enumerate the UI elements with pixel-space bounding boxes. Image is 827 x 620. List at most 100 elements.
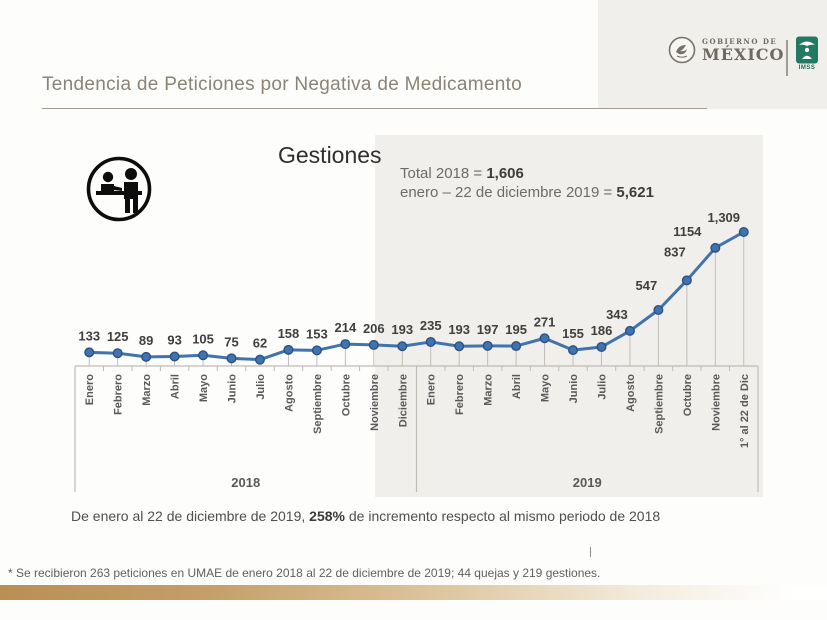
data-label: 1,309 <box>707 210 740 225</box>
imss-wordmark: IMSS <box>798 65 816 71</box>
month-label: Noviembre <box>369 374 381 431</box>
data-point <box>397 341 408 352</box>
data-point <box>482 340 493 351</box>
slide-title: Tendencia de Peticiones por Negativa de … <box>42 74 523 95</box>
statement-part2: de incremento respecto al mismo periodo … <box>344 508 661 524</box>
data-point <box>539 333 550 344</box>
month-label: Abril <box>170 374 182 399</box>
data-label: 343 <box>606 307 628 322</box>
month-label: Octubre <box>340 374 352 416</box>
month-label: Agosto <box>625 374 637 412</box>
data-label: 193 <box>391 322 413 337</box>
chart-totals: Total 2018 = 1,606 enero – 22 de diciemb… <box>400 164 654 202</box>
data-point <box>112 348 123 359</box>
data-label: 75 <box>224 334 238 349</box>
month-label: Mayo <box>540 374 552 402</box>
series-line <box>87 230 746 362</box>
data-point <box>710 242 721 253</box>
month-label: Octubre <box>682 374 694 416</box>
data-point <box>311 345 322 356</box>
month-label: Marzo <box>141 374 153 406</box>
month-label: Septiembre <box>653 374 665 434</box>
data-point <box>340 339 351 350</box>
gobierno-de-text: GOBIERNO DE <box>702 36 778 46</box>
gobierno-de-mexico-wordmark: GOBIERNO DE MÉXICO <box>702 38 784 63</box>
total-2018-value: 1,606 <box>486 165 524 182</box>
data-label: 271 <box>534 314 556 329</box>
data-point <box>254 354 265 365</box>
total-2019: enero – 22 de diciembre 2019 = 5,621 <box>400 183 654 202</box>
service-desk-icon <box>85 153 153 230</box>
month-label: Marzo <box>483 374 495 406</box>
month-label: Julio <box>255 374 267 400</box>
logo-divider <box>786 40 788 76</box>
imss-logo: IMSS <box>794 36 820 71</box>
month-label: Enero <box>426 374 438 405</box>
data-label: 197 <box>477 322 499 337</box>
data-point <box>198 350 209 361</box>
mexico-text: MÉXICO <box>702 44 785 64</box>
month-label: Agosto <box>283 374 295 412</box>
data-point <box>738 226 749 237</box>
data-point <box>624 325 635 336</box>
chart-title: Gestiones <box>278 142 382 168</box>
data-label: 158 <box>278 326 300 341</box>
year-label: 2018 <box>231 475 260 490</box>
year-label: 2019 <box>573 475 602 490</box>
data-point <box>141 351 152 362</box>
increase-statement: De enero al 22 de diciembre de 2019, 258… <box>71 508 660 524</box>
month-label: Diciembre <box>397 374 409 427</box>
statement-part1: De enero al 22 de diciembre de 2019, <box>71 508 310 524</box>
data-point <box>84 347 95 358</box>
data-point <box>653 305 664 316</box>
data-label: 105 <box>192 331 214 346</box>
month-label: Septiembre <box>312 374 324 434</box>
month-label: Junio <box>568 374 580 404</box>
data-label: 547 <box>636 278 658 293</box>
data-point <box>283 344 294 355</box>
data-label: 153 <box>306 326 328 341</box>
month-label: Enero <box>84 374 96 405</box>
data-point <box>511 341 522 352</box>
total-2018-label: Total 2018 = <box>400 165 487 182</box>
data-label: 89 <box>139 333 153 348</box>
footnote: * Se recibieron 263 peticiones en UMAE d… <box>8 566 601 580</box>
total-2019-label: enero – 22 de diciembre 2019 = <box>400 184 617 201</box>
month-label: 1° al 22 de Dic <box>739 374 751 448</box>
title-underline <box>42 108 707 109</box>
header-background-panel <box>598 0 827 109</box>
month-label: Noviembre <box>710 374 722 431</box>
data-label: 193 <box>448 322 470 337</box>
month-label: Febrero <box>113 374 125 415</box>
data-point <box>454 341 465 352</box>
data-point <box>226 353 237 364</box>
total-2018: Total 2018 = 1,606 <box>400 164 654 183</box>
data-point <box>368 339 379 350</box>
chart-highlight-panel <box>375 135 763 497</box>
month-label: Mayo <box>198 374 210 402</box>
imss-eagle-icon <box>796 36 818 64</box>
service-desk-pictogram <box>86 156 152 222</box>
data-label: 155 <box>562 326 584 341</box>
text-cursor-mark <box>590 547 591 557</box>
data-label: 93 <box>167 332 181 347</box>
mexico-seal-icon <box>668 36 696 64</box>
data-label: 186 <box>591 323 613 338</box>
month-label: Julio <box>596 374 608 400</box>
gobierno-de-mexico-logo: GOBIERNO DE MÉXICO <box>668 36 784 64</box>
month-label: Junio <box>227 374 239 404</box>
data-label: 206 <box>363 321 385 336</box>
data-point <box>681 275 692 286</box>
data-label: 837 <box>664 244 686 259</box>
data-label: 195 <box>505 322 527 337</box>
data-label: 1154 <box>673 224 702 239</box>
data-point <box>425 336 436 347</box>
total-2019-value: 5,621 <box>616 184 654 201</box>
data-point <box>169 351 180 362</box>
data-label: 235 <box>420 318 442 333</box>
month-label: Febrero <box>454 374 466 415</box>
month-label: Abril <box>511 374 523 399</box>
data-label: 133 <box>78 328 100 343</box>
